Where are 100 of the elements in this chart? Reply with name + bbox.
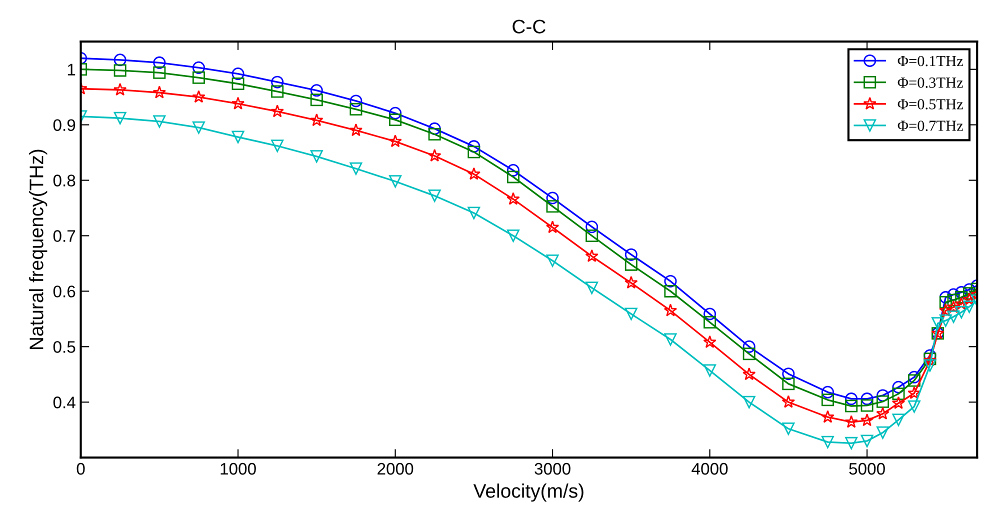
- point: [349, 123, 363, 136]
- point: [876, 389, 890, 402]
- point: [310, 150, 323, 163]
- point: [892, 388, 905, 400]
- point: [860, 434, 874, 448]
- point: [962, 292, 976, 306]
- point: [310, 94, 323, 106]
- point: [232, 68, 244, 80]
- chart-title: C-C: [512, 20, 546, 34]
- legend-label: Φ=0.1THz: [898, 56, 963, 66]
- point: [782, 422, 795, 436]
- point: [506, 170, 520, 184]
- point: [192, 71, 205, 84]
- point: [271, 85, 284, 98]
- point: [892, 380, 905, 394]
- point: [389, 106, 402, 120]
- y-tick-label: 0.8: [53, 174, 76, 186]
- point: [924, 359, 936, 372]
- x-tick-label: 4000: [692, 462, 728, 475]
- y-tick-label: 0.6: [53, 286, 76, 298]
- point: [506, 192, 520, 205]
- point: [704, 308, 716, 320]
- point: [270, 104, 284, 118]
- point: [506, 229, 520, 242]
- point: [546, 200, 559, 213]
- point: [876, 426, 890, 439]
- point: [389, 175, 402, 188]
- point: [310, 113, 324, 126]
- point: [586, 220, 598, 234]
- y-tick-label: 1: [68, 64, 76, 76]
- point: [664, 333, 677, 346]
- point: [845, 392, 858, 406]
- point: [624, 258, 638, 271]
- point: [742, 396, 756, 408]
- point: [152, 86, 166, 98]
- point: [231, 96, 245, 110]
- point: [388, 134, 402, 148]
- point: [664, 274, 677, 288]
- x-tick-label: 1000: [220, 462, 256, 475]
- point: [389, 114, 402, 126]
- point: [428, 190, 441, 202]
- point: [704, 364, 716, 377]
- point: [664, 304, 678, 316]
- point: [585, 249, 598, 262]
- point: [844, 415, 858, 428]
- point: [232, 78, 244, 90]
- point: [932, 317, 944, 330]
- point: [947, 310, 960, 323]
- point: [939, 291, 952, 304]
- point: [114, 54, 126, 66]
- x-tick-label: 0: [76, 462, 85, 475]
- point: [860, 413, 874, 426]
- point: [782, 378, 795, 390]
- point: [845, 436, 858, 450]
- point: [947, 294, 960, 306]
- point: [876, 395, 890, 408]
- point: [192, 61, 205, 74]
- point: [742, 348, 756, 360]
- point: [946, 300, 960, 314]
- point: [703, 335, 716, 348]
- x-tick-label: 2000: [378, 462, 414, 475]
- point: [506, 164, 520, 177]
- point: [892, 414, 905, 426]
- point: [192, 121, 205, 134]
- point: [955, 306, 968, 319]
- point: [467, 167, 481, 180]
- point: [664, 284, 677, 298]
- point: [350, 94, 362, 108]
- point: [232, 130, 244, 144]
- point: [947, 288, 960, 301]
- y-tick-label: 0.7: [53, 230, 76, 242]
- point: [782, 395, 796, 408]
- point: [546, 220, 560, 234]
- point: [153, 66, 166, 79]
- point: [860, 392, 874, 406]
- y-tick-label: 0.9: [53, 119, 76, 132]
- point: [963, 300, 976, 313]
- point: [908, 400, 920, 413]
- point: [908, 386, 921, 400]
- point: [892, 396, 906, 409]
- point: [350, 103, 362, 116]
- y-tick-label: 0.4: [53, 396, 76, 408]
- legend-label: Φ=0.3THz: [898, 77, 963, 88]
- point: [821, 410, 834, 423]
- point: [428, 128, 441, 140]
- point: [939, 314, 952, 327]
- point: [586, 229, 598, 242]
- point: [821, 386, 834, 398]
- point: [821, 394, 834, 406]
- point: [939, 296, 952, 309]
- point: [271, 76, 284, 88]
- point: [860, 399, 874, 412]
- point: [468, 206, 480, 220]
- point: [468, 146, 480, 158]
- point: [428, 148, 442, 162]
- point: [954, 297, 968, 310]
- point: [742, 340, 756, 353]
- x-tick-label: 3000: [534, 462, 570, 475]
- point: [153, 115, 166, 128]
- legend-label: Φ=0.5THz: [898, 99, 963, 110]
